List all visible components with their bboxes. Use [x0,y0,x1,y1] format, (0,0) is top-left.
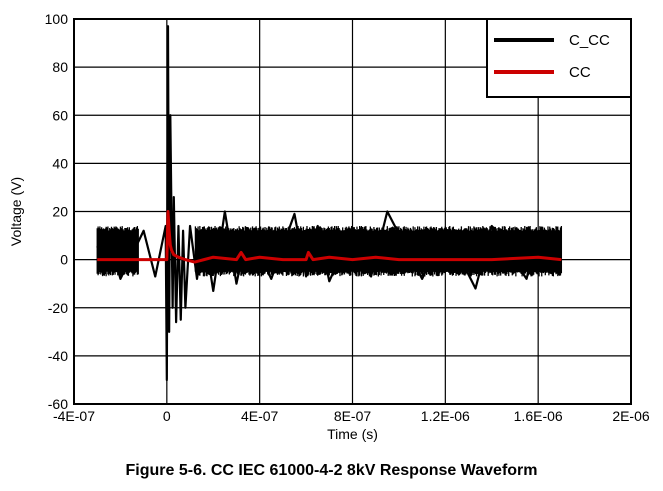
series-c_cc-line [96,25,562,382]
legend-box [486,18,632,98]
y-tick-label: -60 [48,396,68,412]
series-layer [96,25,563,382]
x-tick-label: 2E-06 [612,408,650,424]
y-tick-label: 0 [60,252,68,268]
series-cc-line [97,210,562,264]
x-axis-title: Time (s) [327,426,378,442]
y-tick-label: 80 [52,59,68,75]
x-tick-label: 1.2E-06 [421,408,470,424]
x-tick-label: 4E-07 [241,408,279,424]
tick-layer: -4E-07 0 4E-07 8E-07 1.2E-06 1.6E-06 2E-06 -60 -… [45,11,650,424]
x-tick-label: -4E-07 [53,408,95,424]
y-tick-label: -40 [48,348,68,364]
y-tick-label: 60 [52,107,68,123]
y-tick-label: 20 [52,204,68,220]
legend-label-cc: CC [569,64,591,81]
y-tick-label: 100 [45,11,69,27]
figure-caption: Figure 5-6. CC IEC 61000-4-2 8kV Respons… [125,462,538,479]
y-axis-title: Voltage (V) [8,177,24,246]
chart: -4E-07 0 4E-07 8E-07 1.2E-06 1.6E-06 2E-06 -60 -… [8,11,650,442]
x-tick-label: 8E-07 [334,408,372,424]
plot-frame [73,18,632,405]
x-tick-label: 1.6E-06 [514,408,563,424]
x-tick-label: 0 [163,408,171,424]
y-tick-label: 40 [52,155,68,171]
legend: C_CC CC [486,18,632,98]
legend-label-c_cc: C_CC [569,32,610,49]
y-tick-label: -20 [48,300,68,316]
